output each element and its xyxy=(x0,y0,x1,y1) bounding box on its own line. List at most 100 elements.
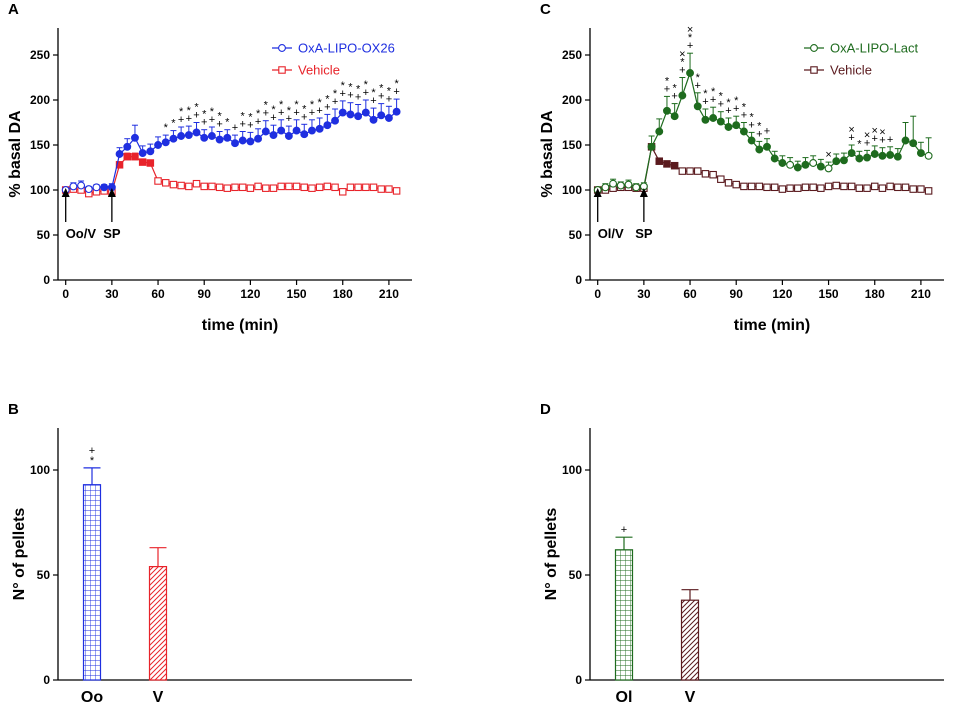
data-point xyxy=(315,183,324,192)
significance-mark: + xyxy=(247,119,253,131)
significance-mark: + xyxy=(363,87,369,99)
significance-mark: + xyxy=(232,122,238,134)
data-point xyxy=(755,145,764,154)
significance-mark: * xyxy=(271,104,276,116)
significance-mark: * xyxy=(194,102,199,114)
significance-mark: × xyxy=(687,24,693,36)
arrow-head xyxy=(639,188,648,197)
data-point xyxy=(770,183,779,192)
significance-mark: * xyxy=(187,105,192,117)
data-point xyxy=(192,128,201,137)
significance-mark: * xyxy=(857,138,862,150)
significance-mark: * xyxy=(264,100,269,112)
data-point xyxy=(238,183,247,192)
data-point xyxy=(392,107,401,116)
arrow-head xyxy=(107,188,116,197)
data-point xyxy=(724,123,733,131)
significance-mark: * xyxy=(665,75,670,87)
x-tick-label: 210 xyxy=(911,287,931,301)
data-point xyxy=(786,184,794,192)
data-point xyxy=(709,170,717,179)
data-point xyxy=(801,183,810,192)
significance-mark: × xyxy=(879,127,885,139)
significance-mark: * xyxy=(703,88,708,100)
data-point xyxy=(709,114,718,122)
legend-marker xyxy=(278,66,286,74)
significance-mark: * xyxy=(217,111,222,123)
bar-group xyxy=(148,547,168,681)
significance-mark: + xyxy=(286,113,292,125)
significance-mark: * xyxy=(742,102,747,114)
legend-marker xyxy=(810,44,818,52)
significance-mark: * xyxy=(726,97,731,109)
data-point xyxy=(346,183,355,192)
y-axis-title: N° of pellets xyxy=(11,508,28,601)
significance-mark: * xyxy=(171,118,176,130)
significance-mark: + xyxy=(848,132,854,144)
significance-mark: + xyxy=(702,96,708,108)
x-tick-label: 120 xyxy=(240,287,260,301)
significance-mark: * xyxy=(719,91,724,103)
data-point xyxy=(686,167,694,175)
data-point xyxy=(847,149,856,158)
data-point xyxy=(300,130,309,139)
data-point xyxy=(131,133,139,142)
data-point xyxy=(809,159,818,167)
legend-label: OxA-LIPO-OX26 xyxy=(298,41,395,56)
data-point xyxy=(832,157,841,166)
data-point xyxy=(154,177,162,185)
data-point xyxy=(701,115,710,124)
significance-mark: + xyxy=(695,80,701,92)
y-tick-label: 250 xyxy=(562,48,582,62)
data-point xyxy=(131,152,139,161)
data-point xyxy=(362,183,370,192)
data-point xyxy=(77,181,86,190)
y-tick-label: 100 xyxy=(30,463,50,477)
significance-mark: * xyxy=(248,111,253,123)
data-point xyxy=(855,184,864,192)
bar xyxy=(614,549,634,681)
data-point xyxy=(277,182,285,191)
data-point xyxy=(824,164,833,173)
arrow-label: SP xyxy=(103,226,121,241)
significance-mark: * xyxy=(711,86,716,98)
x-tick-label: 60 xyxy=(151,287,165,301)
data-point xyxy=(740,182,748,191)
significance-mark: + xyxy=(864,137,870,149)
panel-letter: B xyxy=(8,401,19,418)
data-point xyxy=(816,162,825,171)
data-point xyxy=(261,127,270,136)
legend-entry: Vehicle xyxy=(272,63,340,78)
data-point xyxy=(794,184,802,192)
significance-mark: + xyxy=(270,112,276,124)
x-category-label: V xyxy=(685,689,696,706)
panel-d: D 0 50 100 N° of pellets + Ol V xyxy=(540,401,944,706)
significance-mark: + xyxy=(209,114,215,126)
legend-marker xyxy=(810,66,818,74)
data-point xyxy=(231,183,239,192)
x-category-label: V xyxy=(153,689,164,706)
data-point xyxy=(755,182,764,191)
data-point xyxy=(384,114,393,122)
data-point xyxy=(717,175,725,183)
data-point xyxy=(184,131,193,140)
significance-mark: + xyxy=(301,111,307,123)
data-point xyxy=(346,110,355,119)
significance-mark: + xyxy=(278,107,284,119)
data-point xyxy=(115,150,124,158)
data-point xyxy=(84,185,93,194)
significance-mark: + xyxy=(255,116,261,128)
data-point xyxy=(138,149,147,158)
data-point xyxy=(323,121,332,130)
data-point xyxy=(292,182,301,191)
significance-mark: + xyxy=(725,105,731,117)
x-tick-label: 210 xyxy=(379,287,399,301)
data-point xyxy=(123,152,132,161)
data-point xyxy=(801,160,810,169)
data-point xyxy=(655,127,664,136)
data-point xyxy=(292,126,301,135)
significance-mark: + xyxy=(347,90,353,102)
x-category-label: Oo xyxy=(81,689,103,706)
significance-mark: * xyxy=(287,105,292,117)
data-point xyxy=(69,182,78,191)
